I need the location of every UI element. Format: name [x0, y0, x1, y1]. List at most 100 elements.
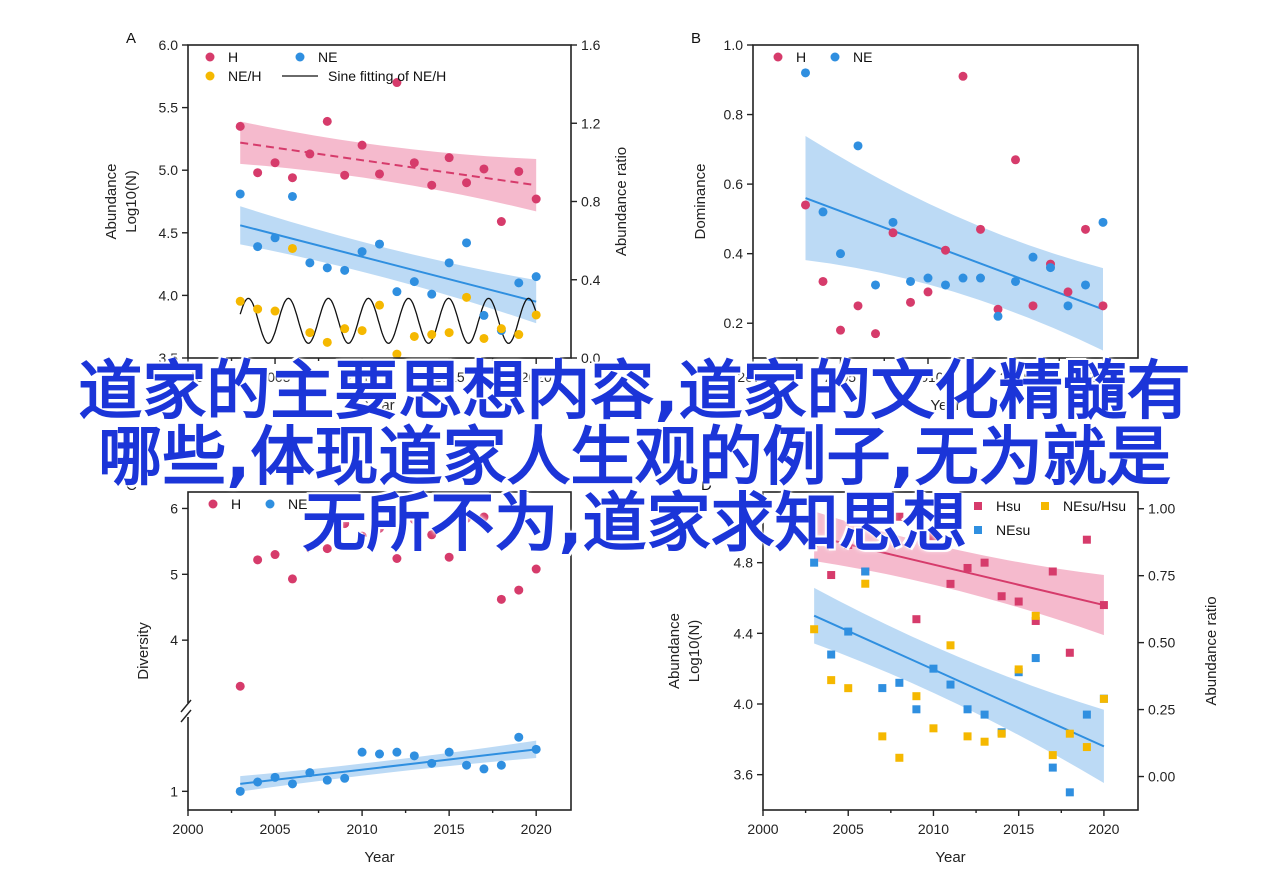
panel-A-point-H: [427, 180, 437, 190]
panel-C-axis-break-gap: [180, 703, 194, 717]
panel-D-point-Hsu: [810, 539, 819, 548]
panel-D-y-label: Abundance: [666, 613, 683, 689]
panel-B-frame: [752, 44, 1139, 359]
panel-A-point-NE: [270, 233, 280, 243]
panel-C-point-H: [444, 552, 454, 562]
panel-C-point-H: [375, 523, 384, 533]
panel-D-point-NEsu/Hsu: [810, 625, 819, 634]
panel-B-x-tick-label: 2005: [825, 369, 856, 385]
panel-A-point-H: [514, 166, 524, 176]
panel-D-legend-swatch: [974, 502, 982, 510]
panel-D-x-label: Year: [935, 849, 965, 866]
panel-D-point-NEsu: [912, 705, 921, 714]
panel-A-x-tick-label: 2020: [521, 369, 552, 385]
panel-A-x-tick-label: 2005: [259, 369, 290, 385]
panel-A-point-NE: [444, 258, 454, 268]
panel-C-y-label-group: Diversity: [135, 622, 152, 680]
panel-D-point-NEsu/Hsu: [878, 732, 887, 741]
panel-B-point-H: [801, 200, 810, 210]
panel-D-x-tick-label: 2010: [918, 821, 949, 837]
panel-C-x-tick-label: 2020: [521, 821, 552, 837]
panel-B-x-tick-label: 2020: [1087, 369, 1118, 385]
panel-C-legend-label: H: [231, 496, 241, 512]
panel-B-point-NE: [958, 273, 968, 283]
panel-B-y-tick-label: 0.4: [724, 246, 744, 262]
panel-A-y-tick-label: 5.0: [159, 162, 179, 178]
panel-B-y-label: Dominance: [692, 164, 709, 240]
panel-A-y-label-group: Abundance Log10(N): [103, 164, 140, 240]
panel-D-point-NEsu: [1031, 654, 1040, 663]
panel-D-point-Hsu: [912, 615, 921, 624]
panel-B-letter: B: [691, 30, 701, 47]
panel-A-letter: A: [126, 30, 136, 47]
panel-D-point-NEsu: [1048, 763, 1057, 772]
panel-A-point-NE: [514, 278, 524, 288]
panel-D-point-NEsu/Hsu: [844, 684, 853, 693]
panel-B-point-NE: [871, 280, 880, 290]
panel-D-point-NEsu: [861, 567, 870, 576]
panel-C-point-NE: [392, 747, 402, 757]
panel-B-y-tick-label: 0.8: [724, 107, 744, 123]
panel-D-fit-line-Hsu: [813, 535, 1105, 607]
panel-C-axis-break-mark: [180, 699, 192, 713]
panel-A-point-NE: [427, 289, 437, 299]
panel-C-fit-line-NE: [240, 748, 537, 785]
panel-B-confidence-band-NE: [805, 135, 1103, 351]
panel-D-point-Hsu: [1014, 597, 1023, 606]
panel-B-point-H: [1028, 301, 1038, 311]
panel-D-point-NEsu/Hsu: [912, 692, 921, 701]
panel-D-y-tick-label: 3.6: [734, 767, 754, 783]
panel-A-point-H: [287, 173, 297, 183]
panel-D-point-NEsu/Hsu: [1082, 743, 1091, 752]
panel-D-confidence-band-Hsu: [814, 511, 1104, 636]
panel-B-point-NE: [976, 273, 985, 283]
panel-D-point-NEsu/Hsu: [980, 737, 989, 746]
panel-B-legend-swatch: [773, 52, 783, 62]
panel-D-legend-label: Hsu: [996, 498, 1021, 514]
panel-D-point-NEsu: [878, 684, 887, 693]
panel-B-y-label-group: Dominance: [692, 164, 709, 240]
panel-A-confidence-band-NE: [240, 206, 537, 324]
panel-C-legend-label: NE: [288, 496, 307, 512]
panel-A-x-tick-label: 2010: [347, 369, 378, 385]
panel-A-point-H: [340, 170, 350, 180]
panel-C-letter: C: [126, 477, 137, 494]
panel-B-x-tick-label: 2010: [912, 369, 943, 385]
panel-C-point-NE: [287, 779, 297, 789]
panel-D-y2-tick-label: 0.50: [1148, 635, 1175, 651]
panel-D-point-Hsu: [895, 512, 904, 521]
panel-C-point-NE: [409, 751, 419, 761]
panel-B-point-NE: [818, 207, 828, 217]
panel-A-point-NE/H: [340, 324, 350, 334]
panel-B-point-H: [836, 325, 845, 335]
panel-D-y2-label-group: Abundance ratio: [1203, 596, 1220, 705]
panel-C-legend-swatch: [208, 499, 218, 509]
panel-B-point-H: [976, 224, 985, 234]
panel-D-point-NEsu/Hsu: [929, 724, 938, 733]
watermark-line-3: 无所不为,道家求知思想: [302, 487, 967, 561]
panel-D-point-NEsu: [810, 558, 819, 567]
panel-B-point-H: [818, 276, 828, 286]
panel-A-point-NE/H: [427, 330, 437, 340]
panel-B-point-NE: [923, 273, 933, 283]
panel-A-x-tick-label: 2015: [434, 369, 465, 385]
panel-D-point-Hsu: [929, 532, 938, 541]
panel-A-point-NE/H: [287, 243, 297, 253]
panel-A-y2-tick-label: 1.6: [581, 37, 601, 53]
panel-A-point-NE/H: [235, 296, 245, 306]
panel-A-point-H: [531, 194, 541, 204]
panel-C-point-H: [322, 544, 332, 554]
panel-D-y2-tick-label: 1.00: [1148, 501, 1175, 517]
panel-D-point-NEsu/Hsu: [963, 732, 972, 741]
panel-A-fit-line-H: [240, 141, 537, 187]
panel-A-point-NE/H: [357, 326, 367, 336]
panel-D-point-NEsu: [1082, 710, 1091, 719]
panel-A-point-NE: [462, 238, 472, 248]
panel-D-point-NEsu/Hsu: [895, 753, 904, 762]
panel-A-point-NE: [409, 277, 419, 287]
panel-A-y2-tick-label: 0.0: [581, 350, 601, 366]
panel-D-x-tick-label: 2020: [1088, 821, 1119, 837]
panel-C-y-tick-label: 6: [170, 500, 178, 516]
panel-A-y-tick-label: 4.0: [159, 287, 179, 303]
panel-C-point-H: [531, 564, 541, 574]
